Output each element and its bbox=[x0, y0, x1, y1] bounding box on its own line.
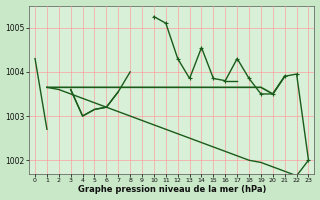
X-axis label: Graphe pression niveau de la mer (hPa): Graphe pression niveau de la mer (hPa) bbox=[77, 185, 266, 194]
